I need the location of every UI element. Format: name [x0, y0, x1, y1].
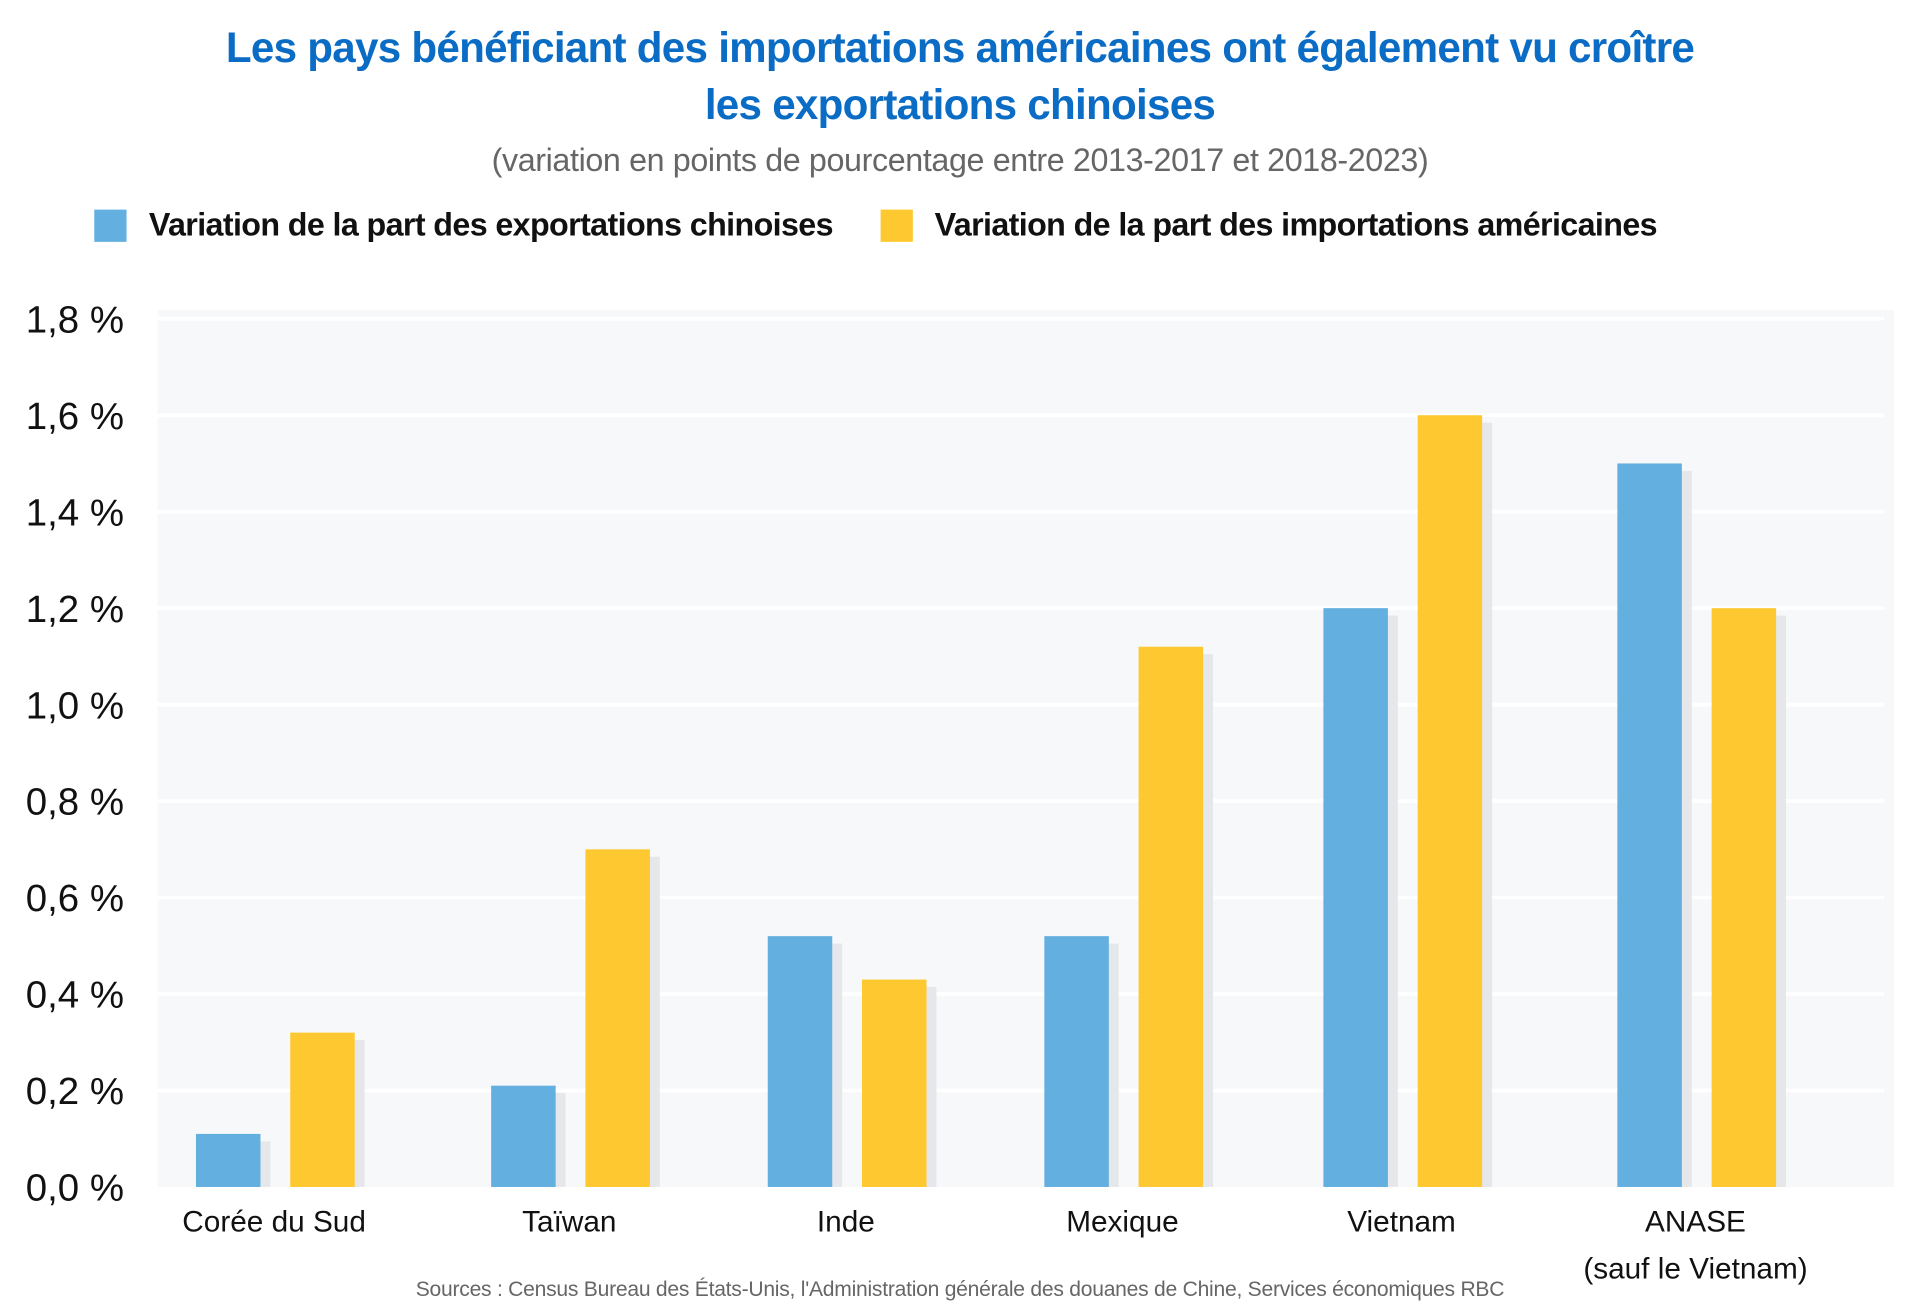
chart-title-line-2: les exportations chinoises	[704, 81, 1216, 129]
bar-exports	[195, 1133, 261, 1187]
bar-imports	[1138, 646, 1204, 1187]
y-tick-label: 1,4 %	[26, 491, 124, 534]
bar-imports	[585, 849, 650, 1187]
x-tick-label: Inde	[817, 1206, 875, 1239]
y-tick-label: 0,8 %	[26, 781, 124, 824]
source-note: Sources : Census Bureau des États-Unis, …	[415, 1277, 1505, 1302]
bar-exports	[491, 1085, 556, 1187]
x-tick-label: Vietnam	[1347, 1206, 1456, 1239]
bar-exports	[1617, 463, 1682, 1187]
y-tick-label: 0,0 %	[26, 1167, 124, 1210]
bar-imports	[862, 979, 927, 1187]
plot-background	[157, 310, 1894, 1187]
legend-label-exports: Variation de la part des exportations ch…	[148, 205, 834, 244]
x-tick-label: Mexique	[1066, 1206, 1178, 1239]
bar-imports	[290, 1032, 355, 1187]
y-tick-label: 1,2 %	[26, 588, 124, 631]
x-tick-label: Corée du Sud	[182, 1206, 366, 1239]
y-tick-label: 0,6 %	[26, 877, 124, 920]
legend-swatch-exports	[94, 208, 127, 242]
bar-imports	[1711, 608, 1777, 1187]
y-tick-label: 1,8 %	[26, 298, 124, 341]
y-tick-label: 1,6 %	[26, 395, 124, 438]
chart-subtitle: (variation en points de pourcentage entr…	[491, 141, 1429, 179]
y-tick-label: 0,2 %	[26, 1070, 124, 1113]
legend: Variation de la part des exportations ch…	[94, 205, 1658, 244]
y-tick-label: 0,4 %	[26, 974, 124, 1017]
bar-exports	[767, 936, 833, 1187]
legend-label-imports: Variation de la part des importations am…	[934, 205, 1658, 244]
x-tick-label: ANASE	[1645, 1206, 1746, 1239]
x-tick-label: Taïwan	[522, 1206, 616, 1239]
x-tick-label: (sauf le Vietnam)	[1583, 1253, 1807, 1286]
chart-title-line-1: Les pays bénéficiant des importations am…	[225, 24, 1695, 72]
y-tick-label: 1,0 %	[26, 684, 124, 727]
bar-exports	[1323, 608, 1388, 1187]
bar-imports	[1417, 415, 1483, 1187]
bar-exports	[1044, 936, 1109, 1187]
legend-swatch-imports	[880, 208, 913, 242]
